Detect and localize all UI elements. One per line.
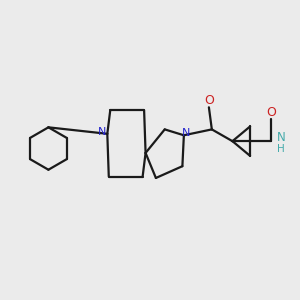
- Text: N: N: [182, 128, 190, 138]
- Text: N: N: [98, 127, 106, 137]
- Text: O: O: [266, 106, 276, 119]
- Text: O: O: [204, 94, 214, 107]
- Text: H: H: [277, 144, 285, 154]
- Text: N: N: [277, 131, 285, 144]
